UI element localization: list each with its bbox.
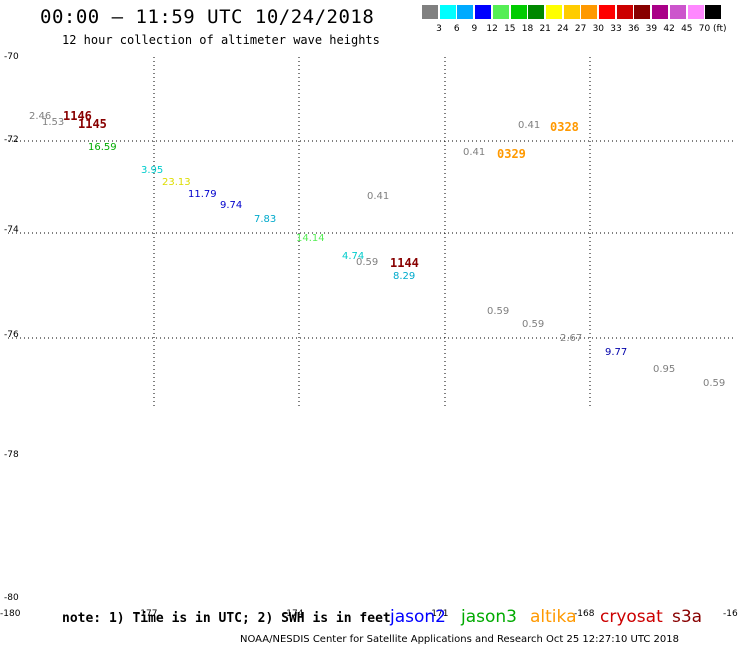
longitude-label: -16 <box>723 609 738 619</box>
credit-line: NOAA/NESDIS Center for Satellite Applica… <box>240 634 679 645</box>
legend-tick-label: 9 <box>471 24 478 34</box>
legend-swatch <box>599 5 615 19</box>
wave-height-label: 7.83 <box>254 214 277 225</box>
longitude-label: -180 <box>0 609 21 619</box>
legend-swatch <box>563 5 580 19</box>
legend-swatch <box>669 5 686 19</box>
legend-tick-label: 12 <box>486 24 498 34</box>
latitude-label: -72 <box>4 135 19 145</box>
legend-tick-label: 15 <box>504 24 516 34</box>
legend-tick-label: 18 <box>521 24 534 34</box>
wave-height-label: 1.53 <box>42 117 65 128</box>
legend-tick-label: 36 <box>627 24 640 34</box>
observation-time-label: 0329 <box>497 147 526 161</box>
latitude-label: -78 <box>4 450 19 460</box>
legend-tick-label: 33 <box>610 24 622 34</box>
satellite-s3a: s3a <box>672 607 703 627</box>
wave-height-label: 11.79 <box>188 189 217 200</box>
legend-swatch <box>705 5 722 19</box>
satellite-altika: altika <box>530 607 577 627</box>
legend-swatch <box>545 5 562 19</box>
legend-swatch <box>457 5 474 19</box>
legend-swatch <box>422 5 438 19</box>
legend-tick-label: 6 <box>453 24 460 34</box>
wave-height-label: 4.74 <box>342 251 365 262</box>
wave-height-label: 0.41 <box>463 147 486 158</box>
wave-height-label: 0.41 <box>367 191 390 202</box>
legend-tick-label: 24 <box>557 24 569 34</box>
wave-height-label: 0.59 <box>703 378 726 389</box>
map-title: 00:00 — 11:59 UTC 10/24/2018 <box>40 6 375 28</box>
legend-swatch <box>439 5 456 19</box>
satellite-jason3: jason3 <box>461 607 517 627</box>
wave-height-label: 3.95 <box>141 165 164 176</box>
wave-height-label: 8.29 <box>393 271 416 282</box>
legend-tick-label: 45 <box>681 24 693 34</box>
legend-swatch <box>528 5 545 19</box>
legend-swatch <box>687 5 704 19</box>
legend-swatch <box>581 5 598 19</box>
wave-height-label: 0.59 <box>356 257 379 268</box>
latitude-label: -80 <box>4 593 19 603</box>
wave-height-label: 0.59 <box>522 319 545 330</box>
latitude-label: -74 <box>4 225 19 235</box>
longitude-label: -174 <box>283 609 304 619</box>
footer-note: note: 1) Time is in UTC; 2) SWH is in fe… <box>62 611 391 626</box>
observation-time-label: 1145 <box>78 117 107 131</box>
observation-time-label: 1146 <box>63 109 92 123</box>
legend-swatch <box>492 5 509 19</box>
satellite-jason2: jason2 <box>390 607 446 627</box>
legend-swatch <box>634 5 651 19</box>
legend-swatch <box>475 5 492 19</box>
wave-height-label: 2.46 <box>29 111 52 122</box>
legend-swatch <box>616 5 633 19</box>
legend-unit: (ft) <box>713 24 727 34</box>
latitude-label: -76 <box>4 330 19 340</box>
longitude-label: -171 <box>428 609 449 619</box>
legend-tick-label: 39 <box>645 24 658 34</box>
map-subtitle: 12 hour collection of altimeter wave hei… <box>62 33 380 47</box>
legend-tick-label: 3 <box>436 24 442 34</box>
legend-tick-label: 30 <box>592 24 605 34</box>
wave-height-label: 16.59 <box>88 142 117 153</box>
legend-swatch <box>510 5 527 19</box>
wave-height-label: 14.14 <box>296 233 325 244</box>
wave-height-label: 0.41 <box>518 120 541 131</box>
legend-tick-label: 70 <box>698 24 711 34</box>
wave-height-label: 9.74 <box>220 200 243 211</box>
observation-time-label: 0328 <box>550 120 579 134</box>
legend-swatch <box>652 5 669 19</box>
wave-height-label: 2.67 <box>560 333 583 344</box>
wave-height-label: 0.95 <box>653 364 676 375</box>
map-grid <box>8 57 736 407</box>
observation-time-label: 1144 <box>390 256 419 270</box>
legend-tick-label: 42 <box>663 24 675 34</box>
satellite-cryosat: cryosat <box>600 607 663 627</box>
legend-tick-label: 21 <box>539 24 551 34</box>
longitude-label: -177 <box>137 609 158 619</box>
wave-height-label: 23.13 <box>162 177 191 188</box>
longitude-label: -168 <box>574 609 595 619</box>
legend-tick-label: 27 <box>574 24 587 34</box>
wave-height-label: 0.59 <box>487 306 510 317</box>
latitude-label: -70 <box>4 52 19 62</box>
wave-height-label: 9.77 <box>605 347 628 358</box>
